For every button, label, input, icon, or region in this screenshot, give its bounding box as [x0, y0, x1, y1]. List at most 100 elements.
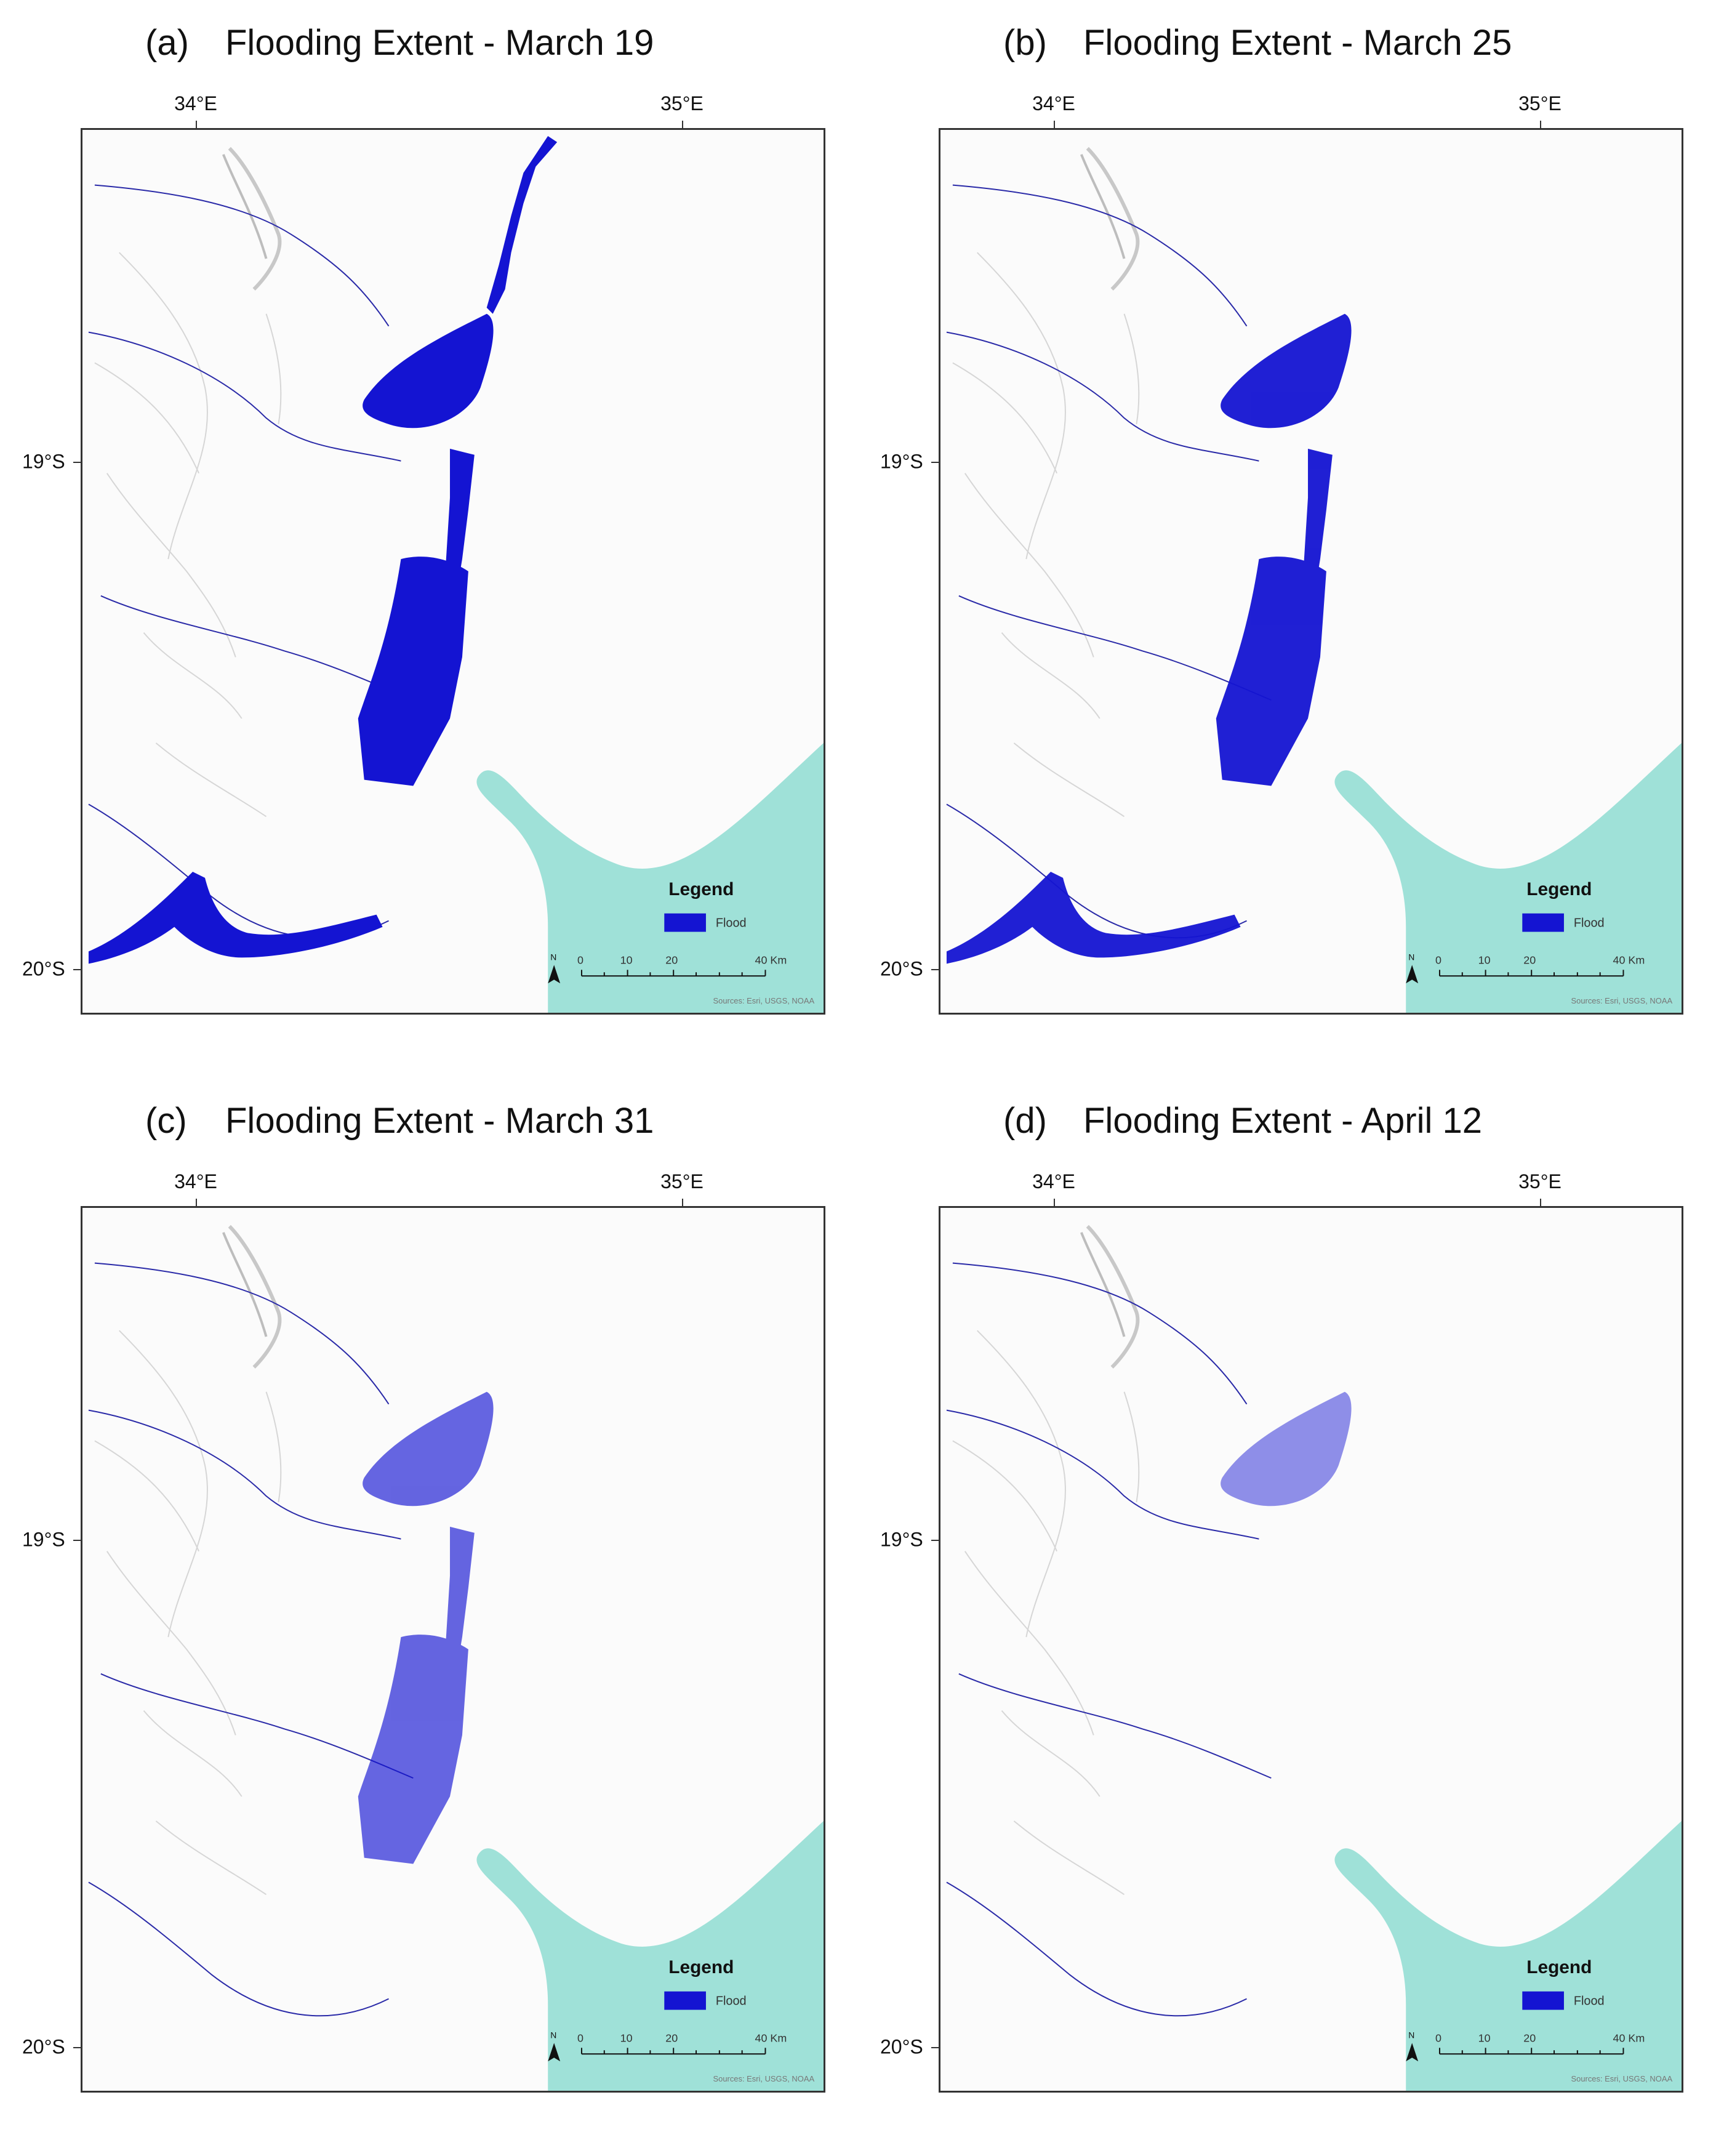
map-canvas: Legend Flood N	[946, 147, 1682, 1013]
lon-tick-label-34: 34°E	[174, 92, 217, 115]
lon-tick-34	[1054, 121, 1055, 128]
ocean-area	[1334, 1820, 1682, 2091]
flood-central-strip	[444, 1526, 475, 1674]
scale-label-0: 0	[1435, 954, 1441, 966]
ocean-area	[1334, 742, 1682, 1013]
north-arrow-icon: N	[1406, 952, 1419, 984]
lon-tick-34	[1054, 1199, 1055, 1206]
lat-tick-19	[931, 462, 939, 463]
legend-flood-label: Flood	[716, 1995, 747, 2008]
attribution: Sources: Esri, USGS, NOAA	[713, 2074, 814, 2083]
scale-label-10: 10	[1478, 954, 1491, 966]
scale-label-40: 40 Km	[755, 954, 787, 966]
legend-flood-swatch	[1522, 1991, 1564, 2010]
lat-tick-label-19: 19°S	[880, 450, 923, 473]
flood-upper-lake	[1221, 313, 1352, 428]
scale-label-40: 40 Km	[1613, 2032, 1645, 2044]
rivers	[88, 1262, 414, 2017]
lat-tick-label-19: 19°S	[880, 1528, 923, 1551]
legend-title: Legend	[668, 1957, 734, 1977]
lat-tick-20	[931, 969, 939, 970]
lat-tick-label-20: 20°S	[22, 957, 65, 980]
map-frame: Legend Flood N	[939, 128, 1683, 1015]
scale-label-40: 40 Km	[1613, 954, 1645, 966]
lon-tick-34	[196, 121, 197, 128]
north-arrow-icon: N	[1406, 2030, 1419, 2062]
ocean-area	[476, 1820, 824, 2091]
lat-tick-label-19: 19°S	[22, 1528, 65, 1551]
panel-letter: (d)	[1003, 1101, 1047, 1141]
lon-tick-label-35: 35°E	[1518, 1170, 1562, 1193]
lon-tick-35	[1540, 121, 1541, 128]
scale-label-10: 10	[620, 2032, 633, 2044]
attribution: Sources: Esri, USGS, NOAA	[1571, 2074, 1672, 2083]
rivers	[946, 1262, 1272, 2017]
panel-letter: (a)	[145, 23, 189, 63]
scale-label-10: 10	[1478, 2032, 1491, 2044]
lon-tick-label-35: 35°E	[1518, 92, 1562, 115]
attribution: Sources: Esri, USGS, NOAA	[1571, 996, 1672, 1005]
legend-flood-swatch	[664, 1991, 706, 2010]
scale-bar: 0 10 20 40 Km	[577, 954, 787, 977]
map-legend: Legend Flood	[1522, 1957, 1605, 2010]
lat-tick-20	[73, 969, 81, 970]
lat-tick-label-19: 19°S	[22, 450, 65, 473]
svg-text:N: N	[1408, 952, 1414, 962]
flood-southern-river	[946, 871, 1241, 964]
scale-bar: 0 10 20 40 Km	[1435, 2032, 1645, 2055]
lon-tick-label-34: 34°E	[1032, 1170, 1075, 1193]
legend-flood-label: Flood	[716, 917, 747, 930]
scale-label-40: 40 Km	[755, 2032, 787, 2044]
panel-title-text: Flooding Extent - March 31	[225, 1101, 654, 1141]
flood-extent	[1221, 1391, 1352, 1506]
flood-extent	[88, 135, 558, 964]
flood-central-strip	[444, 448, 475, 596]
flood-extent	[358, 1391, 494, 1864]
scale-label-20: 20	[1523, 2032, 1536, 2044]
flood-upper-channel	[486, 135, 558, 314]
map-panel-a: (a) Flooding Extent - March 19 34°E 35°E…	[0, 0, 858, 1078]
panel-title-text: Flooding Extent - March 25	[1083, 23, 1512, 63]
lon-tick-35	[1540, 1199, 1541, 1206]
map-frame: Legend Flood N	[939, 1206, 1683, 2093]
lon-tick-label-35: 35°E	[660, 92, 704, 115]
legend-flood-swatch	[664, 913, 706, 932]
legend-flood-swatch	[1522, 913, 1564, 932]
flood-upper-lake	[363, 313, 494, 428]
map-canvas: Legend Flood N	[88, 135, 824, 1013]
flood-lower-plain	[1216, 557, 1326, 786]
map-frame: Legend Flood N	[81, 1206, 825, 2093]
map-legend: Legend Flood	[1522, 879, 1605, 932]
flood-extent	[946, 313, 1352, 964]
scale-label-0: 0	[1435, 2032, 1441, 2044]
flood-central-strip	[1302, 448, 1333, 596]
scale-label-20: 20	[665, 954, 678, 966]
svg-text:N: N	[1408, 2030, 1414, 2040]
attribution: Sources: Esri, USGS, NOAA	[713, 996, 814, 1005]
terrain-hillshade	[952, 1225, 1140, 1896]
scale-label-0: 0	[577, 2032, 583, 2044]
map-canvas: Legend Flood N	[946, 1225, 1682, 2091]
map-legend: Legend Flood	[664, 879, 747, 932]
scale-label-20: 20	[1523, 954, 1536, 966]
flood-upper-lake	[1221, 1391, 1352, 1506]
map-panel-c: (c) Flooding Extent - March 31 34°E 35°E…	[0, 1078, 858, 2156]
svg-text:N: N	[550, 952, 556, 962]
map-frame: Legend Flood N	[81, 128, 825, 1015]
legend-title: Legend	[1526, 1957, 1592, 1977]
scale-label-0: 0	[577, 954, 583, 966]
rivers	[88, 184, 414, 939]
lat-tick-label-20: 20°S	[22, 2035, 65, 2058]
terrain-hillshade	[94, 147, 282, 818]
svg-text:N: N	[550, 2030, 556, 2040]
legend-flood-label: Flood	[1574, 917, 1605, 930]
map-canvas: Legend Flood N	[88, 1225, 824, 2091]
flood-lower-plain	[358, 557, 468, 786]
lat-tick-20	[73, 2047, 81, 2048]
lon-tick-label-35: 35°E	[660, 1170, 704, 1193]
scale-label-20: 20	[665, 2032, 678, 2044]
lat-tick-19	[73, 462, 81, 463]
scale-label-10: 10	[620, 954, 633, 966]
lon-tick-label-34: 34°E	[174, 1170, 217, 1193]
lon-tick-35	[682, 121, 683, 128]
